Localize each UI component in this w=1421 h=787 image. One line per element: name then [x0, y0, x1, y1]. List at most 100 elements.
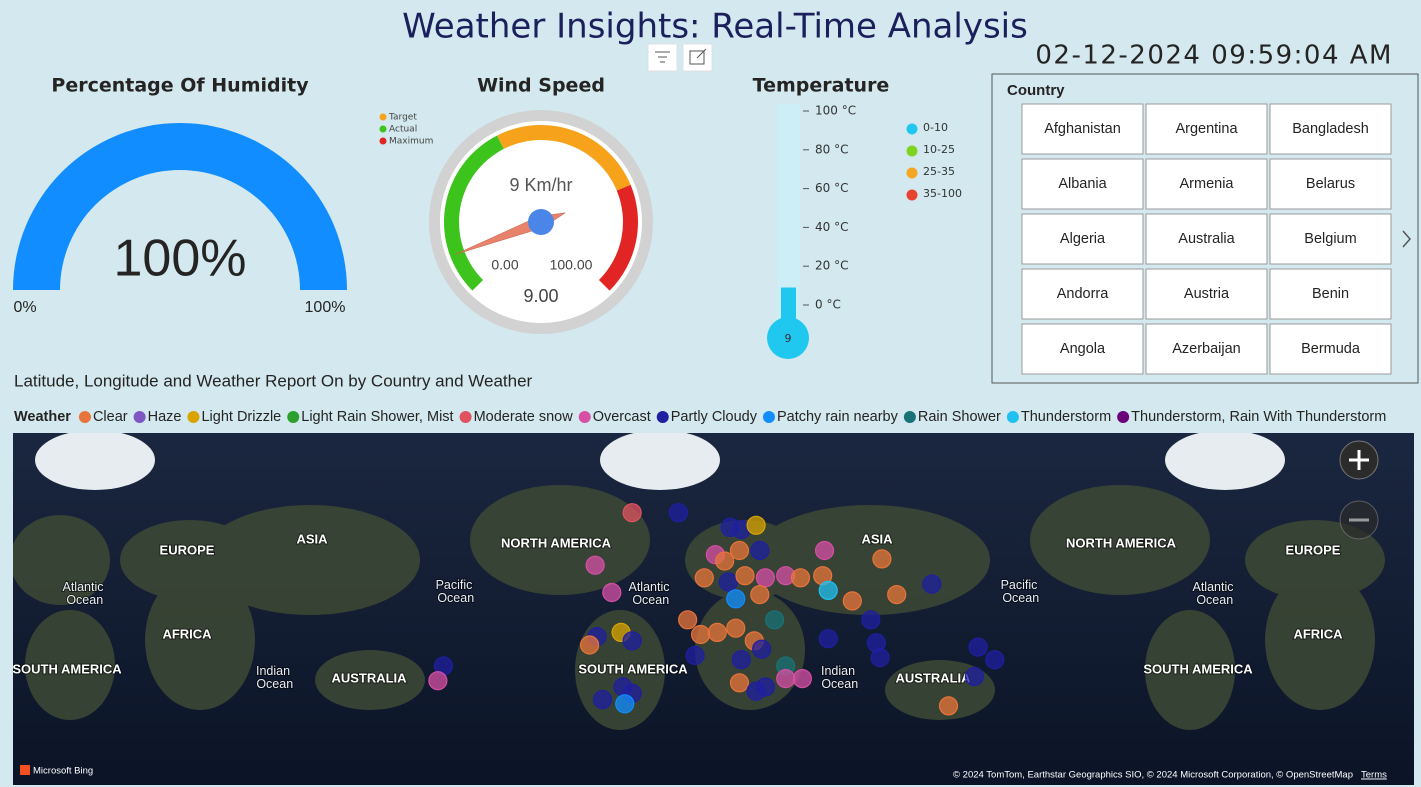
gauge-min-label: 0%: [13, 299, 36, 316]
map-point[interactable]: [690, 624, 711, 645]
map-label: NORTH AMERICA: [501, 535, 612, 550]
map-label: AUSTRALIA: [895, 670, 971, 685]
map-point[interactable]: [872, 549, 892, 569]
map-point[interactable]: [731, 650, 751, 670]
legend-swatch: [287, 411, 300, 423]
map-point[interactable]: [592, 689, 613, 710]
gauge-readout: 9.00: [523, 286, 558, 306]
map-point[interactable]: [938, 696, 959, 716]
map-point[interactable]: [729, 673, 750, 693]
map-point[interactable]: [870, 647, 890, 668]
map-point[interactable]: [750, 584, 770, 605]
map-point[interactable]: [887, 584, 907, 605]
map-point[interactable]: [726, 618, 746, 638]
slicer-item[interactable]: [1269, 103, 1392, 155]
map-point[interactable]: [694, 568, 714, 588]
map-terms[interactable]: Terms: [1361, 770, 1387, 781]
map-point[interactable]: [685, 645, 705, 666]
map-provider: Microsoft Bing: [33, 766, 93, 777]
tick-label: 40 °C: [815, 220, 848, 234]
gauge-band: [598, 184, 638, 291]
map-point[interactable]: [968, 637, 988, 657]
slicer-item[interactable]: [1021, 158, 1144, 210]
map-point[interactable]: [842, 591, 862, 611]
map-point[interactable]: [790, 568, 811, 588]
slicer-item[interactable]: [1021, 213, 1144, 265]
legend-swatch: [762, 411, 775, 423]
slicer-item[interactable]: [1269, 213, 1392, 265]
gauge-max-label: 100.00: [550, 257, 593, 273]
map-point[interactable]: [861, 610, 881, 630]
map-point[interactable]: [602, 582, 622, 603]
gauge-value-arc: [13, 122, 347, 290]
map-point[interactable]: [818, 629, 838, 649]
focus-button[interactable]: [682, 43, 713, 72]
legend-swatch: [133, 411, 146, 423]
gauge-min-label: 0.00: [491, 257, 518, 273]
map-point[interactable]: [678, 610, 698, 630]
map-point[interactable]: [750, 540, 770, 561]
map-point[interactable]: [579, 635, 600, 655]
legend-label: Rain Shower: [918, 409, 1001, 425]
slicer-item-label: Afghanistan: [1044, 121, 1121, 137]
map-attribution: © 2024 TomTom, Earthstar Geographics SIO…: [953, 770, 1353, 781]
map-point[interactable]: [707, 622, 727, 643]
map-point[interactable]: [622, 631, 642, 651]
legend-swatch: [906, 189, 918, 201]
slicer-item[interactable]: [1269, 323, 1392, 375]
slicer-item[interactable]: [1145, 103, 1268, 155]
slicer-item-label: Albania: [1058, 176, 1107, 192]
map-point[interactable]: [764, 610, 785, 630]
map-point[interactable]: [622, 503, 642, 523]
map-label: SOUTH AMERICA: [578, 661, 688, 676]
map-label: ASIA: [861, 531, 893, 546]
map-point[interactable]: [752, 639, 772, 659]
zoom-out[interactable]: [1339, 500, 1379, 540]
map-point[interactable]: [729, 540, 750, 561]
map-point[interactable]: [922, 574, 942, 594]
map-point[interactable]: [746, 681, 766, 701]
map-point[interactable]: [735, 566, 755, 586]
map-point[interactable]: [585, 555, 605, 575]
map-point[interactable]: [792, 668, 812, 689]
map-point[interactable]: [668, 503, 689, 523]
map-point[interactable]: [964, 666, 985, 687]
zoom-in[interactable]: [1339, 440, 1379, 480]
slicer-item[interactable]: [1269, 268, 1392, 320]
slicer-item[interactable]: [1021, 103, 1144, 155]
legend-label: Haze: [148, 409, 182, 425]
map-point[interactable]: [718, 572, 738, 592]
slicer-item[interactable]: [1145, 213, 1268, 265]
slicer-item[interactable]: [1021, 323, 1144, 375]
slicer-item-label: Bermuda: [1301, 341, 1361, 357]
legend-swatch: [1006, 411, 1019, 423]
gauge-max-label: 100%: [305, 299, 346, 316]
map[interactable]: EUROPE ASIA NORTH AMERICA AFRICA SOUTH AMERI…: [10, 430, 1414, 785]
legend-swatch: [906, 123, 918, 135]
slicer-item[interactable]: [1145, 323, 1268, 375]
map-point[interactable]: [428, 671, 448, 691]
slicer-item[interactable]: [1269, 158, 1392, 210]
map-label: SOUTH AMERICA: [1143, 661, 1253, 676]
map-point[interactable]: [726, 589, 746, 609]
slicer-item[interactable]: [1021, 268, 1144, 320]
slicer-next[interactable]: [1402, 230, 1411, 248]
map-point[interactable]: [746, 515, 766, 535]
gauge-value-label: 100%: [114, 230, 247, 288]
legend-label: Light Drizzle: [201, 409, 281, 425]
map-point[interactable]: [755, 568, 775, 588]
filter-button[interactable]: [647, 43, 678, 72]
gauge-hub: [528, 209, 554, 235]
legend-label: Thunderstorm: [1021, 409, 1111, 425]
temperature-title: Temperature: [753, 75, 890, 97]
slicer-item[interactable]: [1145, 268, 1268, 320]
map-point[interactable]: [715, 551, 735, 571]
map-point[interactable]: [818, 580, 838, 601]
map-point[interactable]: [776, 668, 796, 689]
map-point[interactable]: [985, 650, 1005, 670]
slicer-item-label: Bangladesh: [1292, 121, 1369, 137]
map-point[interactable]: [615, 694, 635, 714]
slicer-item[interactable]: [1145, 158, 1268, 210]
map-label: Indian Ocean: [818, 664, 858, 691]
map-point[interactable]: [814, 540, 835, 561]
